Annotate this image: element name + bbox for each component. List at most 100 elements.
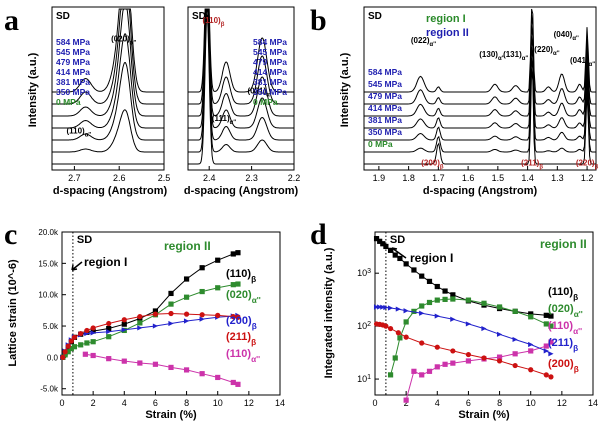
panel-b-xlabel: d-spacing (Angstrom) — [423, 185, 538, 197]
panel-c-series-2-point — [152, 323, 159, 329]
panel-c-series-line-2 — [62, 314, 239, 358]
panel-c-series-2-point — [183, 318, 190, 324]
panel-d-series-3-point — [383, 304, 389, 311]
panel-d-series-3-point — [434, 313, 440, 319]
panel-d-series-0-point — [403, 261, 409, 267]
panel-c-series-3-point — [90, 325, 96, 331]
panel-c-series-3-point — [215, 312, 221, 318]
panel-b-series-label-4: 381 MPa — [368, 115, 402, 125]
panel-d-series-line-0 — [376, 238, 552, 317]
panel-c-series-0-point — [152, 308, 159, 314]
panel-c-series-2-point — [199, 316, 205, 322]
panel-b-annotation-3: (220)α'' — [534, 45, 560, 57]
panel-c-series-2-point — [106, 329, 112, 335]
panel-d-series-3-point — [380, 304, 386, 310]
panel-d-series-3-point — [548, 351, 554, 357]
panel-d-series-0-point — [419, 273, 425, 279]
panel-b-trace-0 — [364, 8, 596, 93]
panel-d-series-3-point — [377, 304, 383, 310]
panel-d-series-1-point — [392, 355, 398, 361]
panel-b-series-label-6: 0 MPa — [368, 139, 393, 149]
panel-d-series-2-point — [465, 358, 472, 364]
panel-d-series-2-point — [450, 360, 456, 366]
panel-a-left-sd-label: SD — [56, 11, 70, 22]
panel-d-series-3-point — [481, 325, 487, 332]
panel-c-xtick-label: 4 — [122, 398, 127, 408]
panel-c-series-2-point — [121, 327, 127, 333]
panel-c-series-1-point — [137, 320, 143, 326]
panel-b-annotation-7: (211)β — [521, 158, 543, 170]
panel-c-series-2-point — [137, 325, 143, 331]
panel-c-series-1-point — [199, 288, 205, 295]
panel-d-xtick-label: 8 — [497, 398, 502, 408]
panel-b-annotation-8: (220)β — [576, 158, 599, 170]
panel-a-left-legend-0: 584 MPa — [56, 37, 90, 47]
panel-d-series-4-point — [528, 367, 534, 373]
panel-c-series-2-point — [168, 320, 174, 327]
panel-d-region-i: region I — [410, 251, 453, 265]
panel-c-series-1-point — [168, 301, 174, 307]
panel-d-series-1-point — [397, 335, 403, 341]
panel-c-series-0-point — [90, 328, 96, 334]
panel-c-series-4-point — [235, 381, 241, 387]
panel-d-series-1-point — [411, 308, 417, 314]
panel-b-series-label-2: 479 MPa — [368, 91, 402, 101]
panel-c-series-1-point — [215, 285, 221, 291]
panel-d-legend-4: (200)β — [548, 358, 579, 374]
panel-d-series-2-point — [528, 348, 534, 354]
panel-d-series-4-point — [496, 358, 503, 364]
panel-d-ytick-label: 101 — [357, 374, 371, 385]
panel-b-region-i: region I — [426, 13, 466, 25]
panel-b-trace-3 — [364, 36, 596, 129]
panel-d-series-3-point — [512, 336, 518, 343]
panel-d-series-3-point — [419, 310, 425, 316]
panel-c-series-1-point — [235, 281, 241, 287]
panel-d-series-2-point — [434, 364, 440, 370]
panel-d-ytick-label: 102 — [357, 321, 371, 332]
panel-d-series-2-point — [548, 339, 554, 345]
panel-d-legend-2: (110)α'' — [548, 320, 582, 336]
panel-c-series-4-point — [82, 351, 88, 357]
panel-d-xtick-label: 14 — [588, 398, 598, 408]
panel-c-series-4-point — [230, 379, 236, 386]
panel-c-series-0-point — [183, 276, 190, 282]
panel-a-left-trace-1 — [52, 8, 164, 105]
panel-b-xtick-label: 1.3 — [551, 173, 564, 183]
panel-c-series-3-point — [71, 334, 78, 340]
panel-c-series-3-point — [168, 310, 174, 317]
panel-d-xtick-label: 12 — [557, 398, 567, 408]
panel-c-legend-3: (211)β — [226, 331, 256, 347]
panel-c-series-3-point — [199, 312, 205, 318]
panel-d-series-3-point — [465, 321, 472, 327]
panel-a-right-sd-label: SD — [192, 11, 206, 22]
panel-d-legend-0: (110)β — [548, 286, 578, 302]
panel-c-ylabel: Lattice strain (10^-6) — [7, 259, 19, 367]
panel-a-right-trace-6 — [188, 12, 294, 165]
panel-c-series-0-point — [168, 290, 174, 297]
panel-c-ytick-label: 5.0k — [43, 322, 59, 331]
panel-c-series-3-point — [106, 320, 112, 327]
panel-d-series-0-point — [548, 313, 554, 319]
panel-c-series-3-point — [230, 314, 236, 320]
panel-d-series-1-point — [442, 296, 448, 302]
panel-a-left-legend-1: 545 MPa — [56, 47, 90, 57]
panel-c-series-0-point — [235, 250, 241, 256]
panel-d-xlabel: Strain (%) — [458, 409, 510, 421]
panel-b-xtick-label: 1.4 — [521, 173, 534, 183]
panel-d-region-arrow — [391, 247, 407, 259]
panel-d-region-ii: region II — [540, 237, 587, 251]
panel-d-series-0-point — [434, 283, 440, 290]
panel-c-series-1-point — [84, 340, 90, 346]
panel-d-series-2-point — [496, 354, 503, 360]
panel-d-series-3-point — [373, 304, 380, 310]
panel-a-left-legend-3: 414 MPa — [56, 67, 90, 77]
panel-c-legend-0: (110)β — [226, 268, 256, 284]
panel-d-sd-label: SD — [390, 234, 405, 246]
panel-letter-d: d — [310, 218, 327, 251]
panel-d-series-2-point — [419, 372, 425, 378]
panel-c-series-1-point — [183, 294, 190, 300]
panel-a-left-xtick-label: 2.7 — [68, 173, 81, 183]
panel-d-series-4-point — [543, 372, 549, 378]
panel-a-right-xlabel: d-spacing (Angstrom) — [184, 185, 299, 197]
